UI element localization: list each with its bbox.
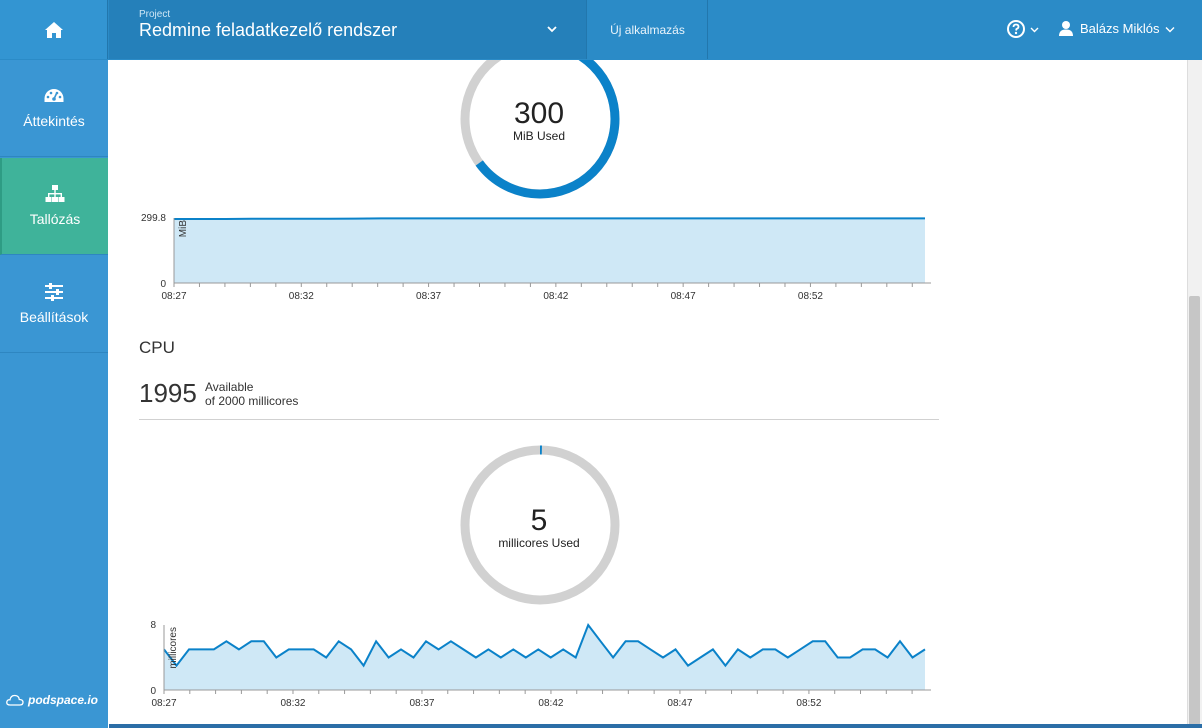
cpu-used-label: millicores Used [498,536,580,550]
cpu-donut-arc [460,445,620,605]
user-menu[interactable]: Balázs Miklós [1058,20,1175,37]
sidebar-item-browse[interactable]: Tallózás [0,158,108,255]
divider [139,419,939,420]
chart-x-tick-label: 08:32 [280,698,305,709]
sidebar-item-label: Beállítások [19,309,89,325]
main-content: 300 MiB Used 299.8 0 MiB 08:27 08:32 08:37 08:… [109,60,1187,726]
cpu-used-value: 5 [530,504,548,537]
sidebar-item-label: Tallózás [29,211,81,227]
memory-used-label: MiB Used [512,129,565,143]
chart-y-tick-label: 0 [150,686,156,697]
bottom-edge [109,724,1202,728]
home-button[interactable] [0,0,108,59]
cpu-donut [460,445,620,605]
chart-x-tick-label: 08:42 [538,698,563,709]
chart-x-tick-label: 08:27 [161,291,186,302]
chart-y-tick-label: 8 [150,620,156,631]
chart-y-tick-label: 299.8 [141,213,166,224]
cloud-icon [6,694,24,706]
chart-y-tick-label: 0 [160,279,166,290]
help-icon [1007,20,1025,38]
chart-x-tick-label: 08:32 [289,291,314,302]
cpu-section-title: CPU [139,338,175,357]
project-switcher[interactable]: Project Redmine feladatkezelő rendszer [109,0,587,59]
chart-area [164,625,925,690]
chart-x-tick-label: 08:37 [416,291,441,302]
memory-donut [460,60,620,199]
sidebar-item-label: Áttekintés [23,113,85,129]
memory-donut-arc [460,60,620,199]
new-application-button[interactable]: Új alkalmazás [588,0,708,59]
cpu-available-label: Available [205,380,254,394]
chart-x-tick-label: 08:42 [543,291,568,302]
chart-y-axis-label: MiB [178,220,189,238]
brand-name: podspace.io [28,693,99,707]
cpu-available-total: of 2000 millicores [205,394,299,408]
sidebar-item-overview[interactable]: Áttekintés [0,60,108,157]
user-icon [1059,21,1073,36]
memory-chart: 299.8 0 MiB 08:27 08:32 08:37 08:42 08:47 08:52 [141,213,931,302]
help-menu[interactable] [1006,19,1039,39]
cpu-available-value: 1995 [139,378,197,408]
user-name: Balázs Miklós [1080,21,1160,36]
chart-series-line [163,622,926,668]
memory-used-value: 300 [513,97,565,130]
chart-x-tick-label: 08:52 [796,698,821,709]
dashboard-icon [44,89,64,102]
chart-x-tick-label: 08:47 [667,698,692,709]
sliders-icon [45,283,63,301]
sidebar-item-settings[interactable]: Beállítások [0,256,108,353]
brand-logo: podspace.io [6,693,98,707]
project-name: Redmine feladatkezelő rendszer [139,20,398,40]
top-bar: Project Redmine feladatkezelő rendszer Ú… [0,0,1202,60]
chevron-down-icon [1030,27,1039,32]
chart-series-line [174,217,925,220]
chart-x-tick-label: 08:47 [671,291,696,302]
sidebar: Áttekintés Tallózás Beállítások [0,60,108,728]
chevron-down-icon [547,26,557,33]
chart-x-tick-label: 08:37 [409,698,434,709]
sitemap-icon [45,185,65,202]
chart-x-tick-label: 08:27 [151,698,176,709]
chart-x-tick-label: 08:52 [798,291,823,302]
chart-y-axis-label: millicores [168,627,179,669]
chevron-down-icon [1165,26,1175,32]
chart-area [174,218,925,283]
home-icon [44,21,63,38]
project-caption: Project [139,9,171,20]
cpu-chart: 8 0 millicores 08:27 08:32 08:37 08:42 08:47 08:… [150,620,931,709]
scrollbar-thumb[interactable] [1189,296,1200,726]
